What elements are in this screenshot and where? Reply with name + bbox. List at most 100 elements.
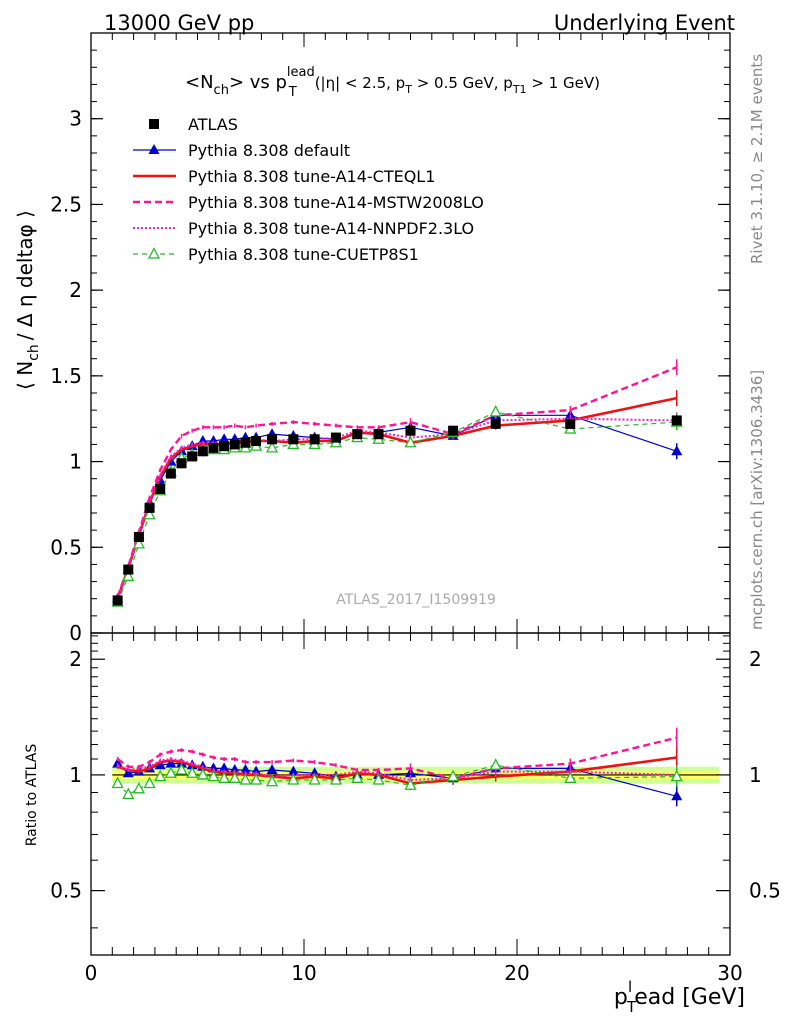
- point-cuetp: [404, 435, 417, 448]
- series-mstw: [116, 359, 678, 599]
- data-point: [176, 458, 187, 469]
- analysis-watermark: ATLAS_2017_I1509919: [336, 592, 496, 608]
- ratio-point-cuetp: [329, 773, 343, 785]
- ratio-point-cuetp: [175, 763, 188, 775]
- rivet-info: Rivet 3.1.10, ≥ 2.1M events: [748, 54, 766, 264]
- ratio-point-cuetp: [308, 773, 321, 785]
- legend-swatch-data: [149, 119, 159, 129]
- ratio-point-cuetp: [218, 771, 231, 783]
- ratio-point-cuetp: [143, 776, 156, 789]
- legend-entry-cuetp: Pythia 8.308 tune-CUETP8S1: [133, 245, 419, 264]
- ratio-point-cuetp: [249, 773, 263, 785]
- point-default: [564, 409, 576, 420]
- y-tick-label: 1: [69, 450, 82, 474]
- header-right: Underlying Event: [554, 11, 735, 35]
- series-cteql1: [116, 390, 678, 601]
- ratio-point-cuetp: [186, 766, 199, 778]
- y-axis-label-main: ⟨ Nch/ Δ η deltaφ ⟩: [13, 210, 42, 390]
- data-point: [155, 484, 166, 494]
- series-data: [112, 415, 682, 606]
- ratio-point-cuetp: [196, 768, 209, 780]
- point-cuetp: [489, 404, 502, 417]
- legend-entry-default: Pythia 8.308 default: [133, 141, 350, 160]
- y-tick-label: 3: [69, 107, 82, 131]
- ratio-y-tick-label-right: 0.5: [749, 879, 781, 903]
- data-point: [112, 595, 123, 606]
- series-line-cteql1: [116, 396, 678, 600]
- data-point: [251, 436, 262, 446]
- data-point: [565, 418, 576, 429]
- ratio-point-cuetp: [351, 771, 364, 783]
- x-tick-label: 0: [85, 961, 98, 985]
- mcplots-info: mcplots.cern.ch [arXiv:1306.3436]: [748, 370, 766, 630]
- x-tick-label: 20: [504, 961, 529, 985]
- ratio-point-cuetp: [132, 781, 146, 794]
- y-tick-label: 1.5: [50, 364, 82, 388]
- ratio-point-default: [165, 757, 177, 768]
- ratio-point-cuetp: [265, 774, 279, 787]
- ratio-point-cuetp: [404, 778, 417, 790]
- data-point: [490, 418, 501, 429]
- ratio-point-cuetp: [287, 773, 300, 785]
- ratio-point-cuetp: [372, 773, 385, 785]
- ratio-point-cuetp: [111, 776, 124, 789]
- ratio-point-cuetp: [564, 771, 577, 783]
- ratio-point-default: [122, 767, 134, 778]
- ratio-y-tick-label-right: 1: [749, 763, 762, 787]
- data-point: [229, 439, 240, 450]
- ratio-point-cuetp: [228, 771, 241, 783]
- data-point: [123, 564, 134, 575]
- data-point: [373, 429, 384, 440]
- ratio-series-cuetp: [111, 758, 683, 800]
- y-axis-label-ratio: Ratio to ATLAS: [24, 744, 40, 847]
- ratio-point-cuetp: [207, 769, 220, 782]
- data-point: [219, 441, 230, 452]
- legend-label: Pythia 8.308 tune-CUETP8S1: [188, 245, 419, 264]
- series-line-mstw: [116, 366, 678, 598]
- data-point: [208, 442, 219, 453]
- x-tick-label: 30: [717, 961, 742, 985]
- data-point: [352, 429, 363, 440]
- ratio-point-default: [671, 790, 683, 801]
- y-tick-label: 2: [69, 278, 82, 302]
- data-point: [144, 502, 155, 513]
- ratio-panel: 0.5 0.51 12 20 10 20 30: [50, 632, 781, 985]
- y-tick-label: 0.5: [50, 535, 82, 559]
- point-cuetp: [265, 440, 279, 453]
- point-default: [218, 433, 230, 444]
- ratio-point-cuetp: [489, 758, 502, 770]
- main-panel: 0 0.5 1 1.5 2 2.5 3: [50, 32, 731, 645]
- plot-title: <Nch> vs plead T(|η| < 2.5, pT > 0.5 GeV,…: [185, 65, 600, 100]
- ratio-y-tick-label: 0.5: [50, 879, 82, 903]
- legend-label: ATLAS: [188, 115, 238, 134]
- data-point: [267, 434, 278, 445]
- data-point: [448, 425, 459, 436]
- ratio-point-default: [154, 759, 166, 770]
- data-point: [309, 434, 320, 445]
- data-point: [197, 446, 208, 457]
- legend-entry-data: ATLAS: [149, 115, 238, 134]
- ratio-x-ticks: 0 10 20 30: [85, 633, 743, 985]
- ratio-point-cuetp: [122, 787, 135, 800]
- x-tick-label: 10: [291, 961, 316, 985]
- ratio-frame: [90, 632, 731, 956]
- ratio-y-tick-label: 2: [69, 647, 82, 671]
- point-cuetp: [132, 536, 146, 549]
- legend-label: Pythia 8.308 tune-A14-NNPDF2.3LO: [188, 219, 474, 238]
- legend-entry-nnpdf: Pythia 8.308 tune-A14-NNPDF2.3LO: [133, 219, 474, 238]
- ratio-point-cuetp: [447, 769, 460, 782]
- point-cuetp: [122, 569, 135, 582]
- legend-swatch-marker: [148, 144, 160, 154]
- ratio-point-default: [218, 762, 230, 773]
- main-x-ticks: [90, 33, 731, 633]
- data-point: [330, 432, 341, 443]
- data-point: [165, 468, 176, 479]
- ratio-point-default: [239, 763, 251, 774]
- legend-swatch-marker: [147, 247, 161, 259]
- legend-label: Pythia 8.308 default: [188, 141, 350, 160]
- ratio-point-cuetp: [154, 769, 167, 782]
- ratio-y-tick-label-right: 2: [749, 647, 762, 671]
- x-axis-label: pTlead [GeV]: [614, 978, 745, 1016]
- point-cuetp: [143, 507, 156, 520]
